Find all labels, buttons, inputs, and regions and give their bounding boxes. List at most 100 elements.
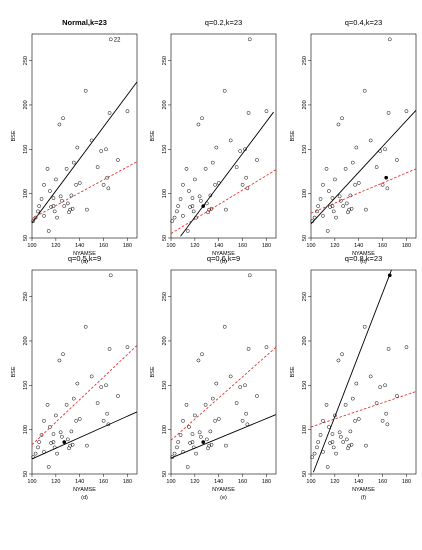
data-point [334, 215, 338, 220]
data-point [343, 402, 348, 407]
data-point [228, 374, 233, 379]
y-tick-label: 50 [162, 471, 168, 477]
data-point [33, 451, 38, 456]
data-point [386, 111, 391, 115]
x-tick-label: 120 [330, 243, 339, 249]
data-point [170, 219, 175, 223]
data-point [181, 418, 185, 423]
data-point [108, 37, 113, 42]
data-point [181, 213, 185, 218]
x-tick-label: 140 [214, 243, 223, 249]
data-point [315, 445, 319, 450]
highlight-point [201, 440, 205, 444]
data-point [99, 385, 104, 389]
x-tick-label: 100 [306, 243, 315, 249]
data-point [71, 396, 76, 401]
data-point [172, 451, 177, 456]
data-point [383, 383, 387, 388]
panel-title: q=0.6,k=9 [207, 254, 240, 263]
data-point [321, 418, 325, 423]
y-tick-label: 200 [162, 336, 168, 345]
solid-fit-line [180, 111, 274, 237]
data-point [378, 385, 383, 389]
data-point [380, 182, 385, 187]
x-tick-label: 100 [27, 479, 36, 485]
data-point [213, 418, 217, 423]
data-point [69, 193, 74, 198]
data-point [104, 383, 108, 388]
data-point [200, 352, 204, 357]
data-point [101, 418, 106, 423]
x-tick-label: 120 [51, 243, 60, 249]
data-point [49, 441, 53, 445]
panel-e: q=0.6,k=9 100 120 140 160 180 50 100 150 200 250 NY… [150, 254, 277, 501]
data-point [348, 429, 353, 434]
plot-frame [170, 269, 277, 475]
x-axis-label: NYAMSE [352, 251, 375, 257]
data-point [95, 165, 100, 169]
data-point [105, 175, 110, 180]
data-point [125, 345, 130, 350]
data-point [228, 138, 233, 143]
data-point [99, 149, 104, 153]
data-point [354, 145, 359, 150]
x-tick-label: 160 [238, 243, 247, 249]
dashed-fit-line [310, 391, 417, 428]
data-point [45, 402, 50, 407]
data-point [238, 385, 243, 389]
data-point [178, 433, 183, 437]
x-axis-label: NYAMSE [73, 251, 96, 257]
data-point [58, 430, 63, 435]
data-point [104, 147, 108, 152]
data-point [204, 437, 209, 442]
highlight-point [62, 440, 66, 444]
data-point [101, 182, 106, 187]
data-point [364, 207, 368, 212]
data-point [194, 451, 198, 456]
y-tick-label: 150 [162, 145, 168, 154]
data-point [45, 166, 50, 171]
data-point [77, 417, 82, 421]
data-point [349, 442, 354, 447]
data-point [328, 205, 332, 209]
x-tick-label: 180 [262, 243, 271, 249]
data-point [364, 443, 368, 448]
panel-title: q=0.2,k=23 [205, 18, 243, 27]
plot-frame [31, 33, 138, 239]
data-point [340, 116, 344, 121]
data-point [374, 165, 379, 169]
data-point [71, 160, 76, 165]
data-point [203, 166, 208, 171]
x-tick-label: 180 [402, 479, 411, 485]
data-point [368, 138, 373, 143]
data-point [58, 194, 63, 199]
data-point [31, 219, 36, 223]
data-point [42, 418, 46, 423]
y-tick-label: 200 [302, 336, 308, 345]
data-point [105, 411, 110, 416]
data-point [384, 411, 389, 416]
data-point [264, 109, 269, 114]
data-point [321, 182, 325, 187]
plot-frame [310, 269, 417, 475]
x-tick-label: 120 [330, 479, 339, 485]
data-point [191, 209, 196, 214]
data-point [59, 434, 64, 439]
data-point [224, 443, 228, 448]
data-point [243, 383, 247, 388]
x-tick-label: 160 [238, 479, 247, 485]
x-tick-label: 180 [123, 243, 132, 249]
plot-frame [31, 269, 138, 475]
data-point [59, 198, 64, 203]
y-tick-label: 100 [162, 425, 168, 434]
data-point [338, 198, 343, 203]
x-axis-label: NYAMSE [73, 487, 96, 493]
data-point [187, 189, 191, 193]
dashed-fit-line [310, 168, 417, 214]
data-point [197, 430, 202, 435]
data-point [385, 186, 390, 191]
data-point [107, 347, 112, 351]
data-point [344, 437, 349, 442]
data-point [83, 88, 88, 93]
